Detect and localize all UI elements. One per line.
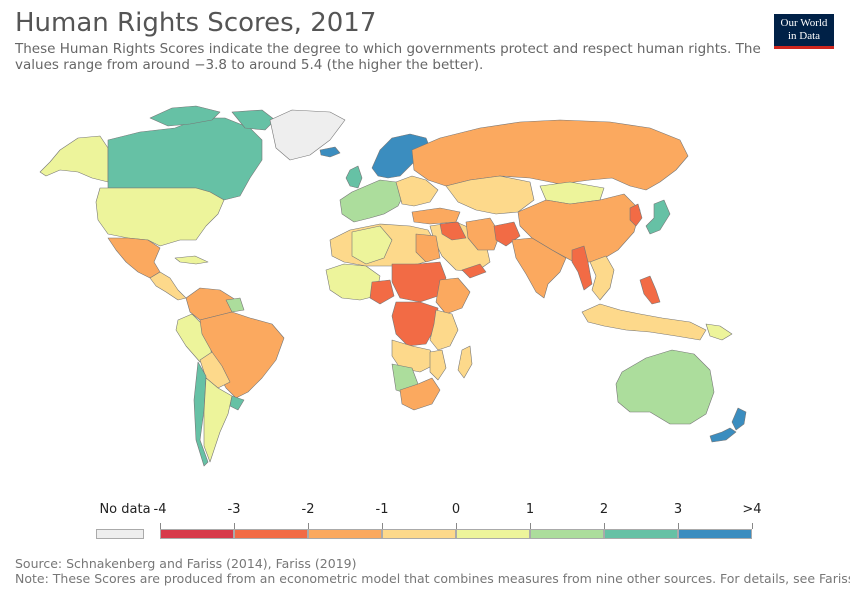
- japan-region[interactable]: [645, 199, 671, 235]
- subtitle-line-2: values range from around −3.8 to around …: [15, 57, 484, 73]
- myanmar-region[interactable]: [571, 245, 593, 291]
- central-africa-region[interactable]: [391, 301, 439, 347]
- subtitle-line-1: These Human Rights Scores indicate the d…: [15, 41, 761, 57]
- legend-tick-mark-6: [604, 523, 605, 529]
- nigeria-region[interactable]: [369, 279, 395, 305]
- legend-no-data-label: No data: [99, 502, 151, 517]
- logo-line-2: in Data: [787, 30, 821, 42]
- new-zealand-region[interactable]: [731, 407, 747, 431]
- guianas-region[interactable]: [225, 297, 245, 313]
- russia-region[interactable]: [411, 119, 689, 191]
- legend-tick-label-0: -4: [153, 502, 167, 517]
- legend-tick-label-3: -1: [375, 502, 389, 517]
- papua-new-guinea-region[interactable]: [705, 323, 733, 341]
- alaska-region[interactable]: [39, 135, 109, 183]
- legend-swatch-2[interactable]: [308, 529, 382, 539]
- mozambique-region[interactable]: [429, 349, 447, 381]
- legend-tick-mark-7: [678, 523, 679, 529]
- eastern-europe-region[interactable]: [395, 175, 439, 207]
- horn-of-africa-region[interactable]: [435, 277, 471, 315]
- legend-tick-label-2: -2: [301, 502, 315, 517]
- uruguay-region[interactable]: [229, 395, 245, 411]
- iceland-region[interactable]: [319, 146, 341, 158]
- color-legend: No data -4 -3 -2 -1 0 1 2 3 >4: [0, 500, 850, 545]
- legend-swatch-3[interactable]: [382, 529, 456, 539]
- mexico-region[interactable]: [107, 237, 161, 279]
- central-america-region[interactable]: [149, 271, 187, 301]
- legend-tick-mark-0: [160, 523, 161, 529]
- southern-central-africa-region[interactable]: [391, 339, 437, 373]
- argentina-region[interactable]: [203, 377, 233, 463]
- legend-tick-mark-1: [234, 523, 235, 529]
- source-note: Source: Schnakenberg and Fariss (2014), …: [15, 556, 357, 571]
- legend-tick-label-1: -3: [227, 502, 241, 517]
- legend-swatch-0[interactable]: [160, 529, 234, 539]
- levant-region[interactable]: [439, 221, 467, 241]
- legend-swatch-4[interactable]: [456, 529, 530, 539]
- egypt-region[interactable]: [415, 233, 441, 263]
- our-world-in-data-logo[interactable]: Our World in Data: [774, 14, 834, 49]
- legend-tick-mark-5: [530, 523, 531, 529]
- legend-tick-mark-4: [456, 523, 457, 529]
- madagascar-region[interactable]: [457, 345, 473, 379]
- usa-region[interactable]: [95, 187, 225, 247]
- western-europe-region[interactable]: [339, 179, 405, 223]
- world-map: [39, 105, 747, 467]
- legend-tick-mark-8: [752, 523, 753, 529]
- chart-subtitle: These Human Rights Scores indicate the d…: [15, 41, 815, 73]
- philippines-region[interactable]: [639, 275, 661, 305]
- methodology-note[interactable]: Note: These Scores are produced from an …: [15, 571, 850, 586]
- legend-tick-label-4: 0: [451, 502, 461, 517]
- greenland-region[interactable]: [269, 109, 346, 161]
- canada-arctic-islands[interactable]: [149, 105, 221, 127]
- turkey-region[interactable]: [411, 207, 461, 225]
- yemen-region[interactable]: [461, 263, 487, 279]
- maghreb-region[interactable]: [351, 225, 393, 265]
- chart-title: Human Rights Scores, 2017: [15, 8, 377, 38]
- india-region[interactable]: [511, 237, 567, 299]
- east-africa-region[interactable]: [429, 309, 459, 351]
- legend-tick-label-6: 2: [599, 502, 609, 517]
- canada-arctic-islands-east[interactable]: [231, 109, 276, 131]
- legend-swatch-6[interactable]: [604, 529, 678, 539]
- logo-accent-bar: [774, 46, 834, 49]
- legend-swatch-5[interactable]: [530, 529, 604, 539]
- indonesia-region[interactable]: [581, 303, 707, 341]
- south-africa-region[interactable]: [399, 377, 441, 411]
- new-zealand-south-region[interactable]: [709, 427, 737, 443]
- british-isles-region[interactable]: [345, 165, 363, 189]
- caribbean-region[interactable]: [174, 255, 209, 265]
- central-asia-region[interactable]: [445, 175, 535, 215]
- iran-region[interactable]: [465, 217, 501, 251]
- legend-tick-label-5: 1: [525, 502, 535, 517]
- legend-swatch-1[interactable]: [234, 529, 308, 539]
- legend-swatch-7[interactable]: [678, 529, 752, 539]
- australia-region[interactable]: [615, 349, 715, 425]
- korea-region[interactable]: [629, 203, 643, 227]
- logo-line-1: Our World: [780, 17, 828, 29]
- chart-footer: Source: Schnakenberg and Fariss (2014), …: [15, 556, 850, 586]
- legend-tick-mark-2: [308, 523, 309, 529]
- legend-tick-label-8: >4: [742, 502, 762, 517]
- legend-no-data-swatch[interactable]: [96, 529, 144, 539]
- legend-tick-mark-3: [382, 523, 383, 529]
- southeast-asia-region[interactable]: [589, 255, 615, 301]
- legend-tick-label-7: 3: [673, 502, 683, 517]
